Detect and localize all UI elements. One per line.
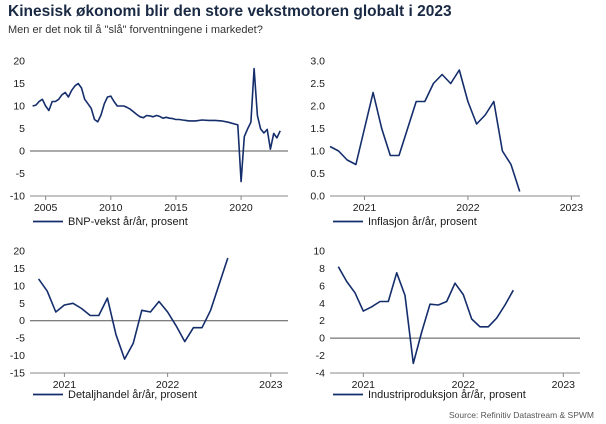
chart-title: Kinesisk økonomi blir den store vekstmot…	[8, 3, 452, 20]
y-tick-label: 2.0	[310, 101, 325, 113]
y-tick-label: 4	[319, 298, 325, 310]
series-line	[329, 69, 521, 192]
legend-label: Detaljhandel år/år, prosent	[68, 389, 197, 401]
x-tick-label: 2023	[259, 379, 283, 391]
y-tick-label: 1.5	[310, 123, 325, 135]
x-tick-label: 2020	[229, 202, 253, 214]
y-tick-label: 0.0	[310, 191, 325, 203]
x-tick-label: 2015	[164, 202, 188, 214]
panel-industrial-production: -4 -2 0 2 4 6 8 10 2021 2022 2023 Industriproduksjo…	[313, 246, 580, 401]
x-tick-label: 2022	[452, 379, 476, 391]
x-tick-label: 2021	[353, 202, 377, 214]
y-tick-label: 20	[13, 246, 25, 258]
x-tick-label: 2005	[34, 202, 58, 214]
y-tick-label: 0.5	[310, 168, 325, 180]
y-tick-label: 5	[19, 123, 25, 135]
series-line	[337, 266, 514, 365]
panel-gdp-growth: -10 -5 0 5 10 15 20 2005 2010 2015 2020 BNP-vekst å…	[10, 56, 288, 228]
y-tick-label: 10	[13, 280, 25, 292]
panel-retail-sales: -15 -10 -5 0 5 10 15 20 2021 2022 2023 Detaljhandel…	[10, 246, 288, 401]
y-tick-label: 0	[19, 315, 25, 327]
x-tick-label: 2022	[456, 202, 480, 214]
y-tick-label: -10	[10, 350, 25, 362]
y-tick-label: -2	[316, 350, 325, 362]
y-tick-label: 5	[19, 298, 25, 310]
y-tick-label: 2.5	[310, 78, 325, 90]
legend-label: Industriproduksjon år/år, prosent	[368, 389, 526, 401]
y-tick-label: -15	[10, 368, 25, 380]
y-tick-label: 15	[13, 263, 25, 275]
x-tick-label: 2021	[53, 379, 77, 391]
y-tick-label: -4	[316, 368, 325, 380]
legend-label: Inflasjon år/år, prosent	[368, 216, 477, 228]
series-line	[37, 257, 229, 360]
y-tick-label: 10	[13, 101, 25, 113]
x-tick-label: 2022	[156, 379, 180, 391]
series-line	[32, 67, 281, 183]
x-tick-label: 2023	[560, 202, 584, 214]
y-tick-label: -5	[16, 333, 25, 345]
x-tick-label: 2010	[99, 202, 123, 214]
source-note: Source: Refinitiv Datastream & SPWM	[448, 410, 594, 420]
y-tick-label: 2	[319, 315, 325, 327]
y-tick-label: -5	[16, 168, 25, 180]
y-tick-label: 1.0	[310, 146, 325, 158]
y-tick-label: -10	[10, 191, 25, 203]
legend-label: BNP-vekst år/år, prosent	[68, 216, 188, 228]
y-tick-label: 3.0	[310, 56, 325, 68]
x-tick-label: 2021	[352, 379, 376, 391]
y-tick-label: 15	[13, 78, 25, 90]
y-tick-label: 20	[13, 56, 25, 68]
y-tick-label: 10	[313, 246, 325, 258]
panel-inflation: 0.0 0.5 1.0 1.5 2.0 2.5 3.0 2021 2022 2023 Inflasj…	[310, 56, 583, 229]
y-tick-label: 0	[319, 333, 325, 345]
y-tick-label: 6	[319, 280, 325, 292]
y-tick-label: 0	[19, 146, 25, 158]
y-tick-label: 8	[319, 263, 325, 275]
chart-subtitle: Men er det nok til å "slå" forventningen…	[8, 24, 263, 36]
x-tick-label: 2023	[552, 379, 576, 391]
